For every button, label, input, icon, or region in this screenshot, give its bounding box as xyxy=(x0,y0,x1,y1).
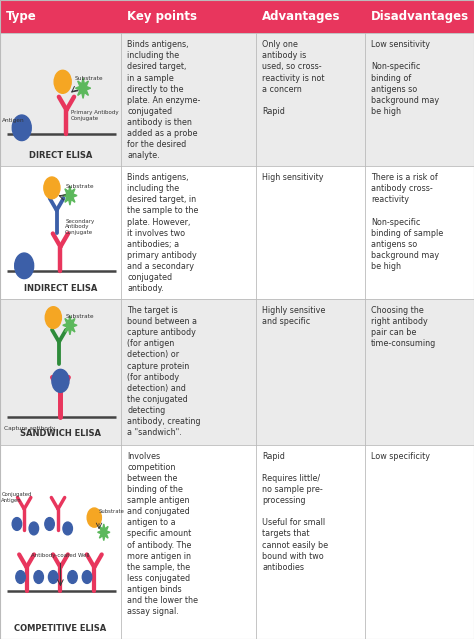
FancyBboxPatch shape xyxy=(0,445,474,639)
Text: Primary Antibody
Conjugate: Primary Antibody Conjugate xyxy=(71,110,119,121)
Text: Binds antigens,
including the
desired target, in
the sample to the
plate. Howeve: Binds antigens, including the desired ta… xyxy=(127,173,199,293)
FancyBboxPatch shape xyxy=(0,33,474,166)
Circle shape xyxy=(12,115,31,141)
Circle shape xyxy=(12,518,22,530)
Text: SANDWICH ELISA: SANDWICH ELISA xyxy=(20,429,101,438)
Circle shape xyxy=(87,508,101,527)
Circle shape xyxy=(54,70,71,93)
Text: High sensitivity: High sensitivity xyxy=(262,173,324,182)
Text: The target is
bound between a
capture antibody
(for antigen
detection) or
captur: The target is bound between a capture an… xyxy=(127,306,201,437)
FancyBboxPatch shape xyxy=(365,0,474,33)
Polygon shape xyxy=(63,316,77,335)
Text: Involves
competition
between the
binding of the
sample antigen
and conjugated
an: Involves competition between the binding… xyxy=(127,452,198,616)
Circle shape xyxy=(29,522,38,535)
Text: Only one
antibody is
used, so cross-
reactivity is not
a concern

Rapid: Only one antibody is used, so cross- rea… xyxy=(262,40,325,116)
Circle shape xyxy=(63,522,73,535)
Circle shape xyxy=(48,571,58,583)
Circle shape xyxy=(34,571,44,583)
Circle shape xyxy=(44,177,60,199)
Circle shape xyxy=(68,571,77,583)
Text: Conjugated
Antigen: Conjugated Antigen xyxy=(1,492,32,503)
Text: Substrate: Substrate xyxy=(65,184,94,189)
Text: Binds antigens,
including the
desired target,
in a sample
directly to the
plate.: Binds antigens, including the desired ta… xyxy=(127,40,201,160)
Circle shape xyxy=(52,369,69,392)
Text: Choosing the
right antibody
pair can be
time-consuming: Choosing the right antibody pair can be … xyxy=(371,306,437,348)
Text: Low sensitivity

Non-specific
binding of
antigens so
background may
be high: Low sensitivity Non-specific binding of … xyxy=(371,40,439,116)
Text: COMPETITIVE ELISA: COMPETITIVE ELISA xyxy=(14,624,107,633)
Text: Advantages: Advantages xyxy=(262,10,340,23)
Circle shape xyxy=(45,307,62,328)
Polygon shape xyxy=(98,524,110,541)
Text: INDIRECT ELISA: INDIRECT ELISA xyxy=(24,284,97,293)
Circle shape xyxy=(15,253,34,279)
Text: Antigen: Antigen xyxy=(2,118,25,123)
Text: Substrate: Substrate xyxy=(99,509,125,514)
Text: DIRECT ELISA: DIRECT ELISA xyxy=(29,151,92,160)
Text: Antibody-coated Well: Antibody-coated Well xyxy=(31,553,90,558)
Text: Type: Type xyxy=(6,10,36,23)
Circle shape xyxy=(82,571,92,583)
Text: Secondary
Antibody
Conjugate: Secondary Antibody Conjugate xyxy=(65,219,94,235)
Text: Key points: Key points xyxy=(127,10,197,23)
Text: Low specificity: Low specificity xyxy=(371,452,430,461)
Circle shape xyxy=(16,571,25,583)
FancyBboxPatch shape xyxy=(0,0,121,33)
Text: There is a risk of
antibody cross-
reactivity

Non-specific
binding of sample
an: There is a risk of antibody cross- react… xyxy=(371,173,443,271)
FancyBboxPatch shape xyxy=(0,166,474,299)
Text: Rapid

Requires little/
no sample pre-
processing

Useful for small
targets that: Rapid Requires little/ no sample pre- pr… xyxy=(262,452,328,572)
FancyBboxPatch shape xyxy=(0,299,474,445)
FancyBboxPatch shape xyxy=(256,0,365,33)
Polygon shape xyxy=(75,78,91,98)
FancyBboxPatch shape xyxy=(121,0,256,33)
Text: Substrate: Substrate xyxy=(65,314,94,319)
Text: Disadvantages: Disadvantages xyxy=(371,10,469,23)
Polygon shape xyxy=(63,186,77,205)
Text: Capture antibody: Capture antibody xyxy=(4,426,55,431)
Text: Substrate: Substrate xyxy=(74,76,103,81)
Circle shape xyxy=(45,518,55,530)
Text: Highly sensitive
and specific: Highly sensitive and specific xyxy=(262,306,326,326)
